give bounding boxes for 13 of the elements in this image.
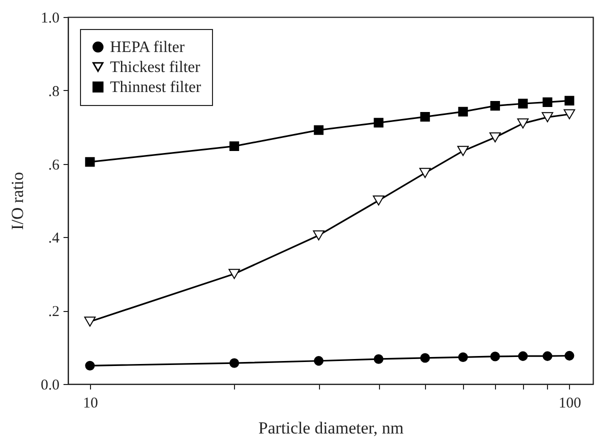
x-axis-title: Particle diameter, nm — [258, 418, 404, 438]
legend-label: HEPA filter — [110, 39, 186, 56]
y-tick-label: .8 — [48, 84, 60, 100]
y-tick-label: 1.0 — [40, 10, 60, 26]
y-axis-title: I/O ratio — [8, 172, 27, 230]
x-tick-label: 10 — [82, 396, 98, 412]
y-tick-label: 0.0 — [40, 378, 60, 394]
y-tick-label: .4 — [48, 230, 60, 247]
x-tick-label: 100 — [558, 396, 582, 412]
y-tick-label: .6 — [48, 157, 60, 174]
legend-label: Thinnest filter — [110, 79, 202, 96]
legend-label: Thickest filter — [110, 59, 201, 76]
y-tick-label: .2 — [48, 304, 60, 320]
